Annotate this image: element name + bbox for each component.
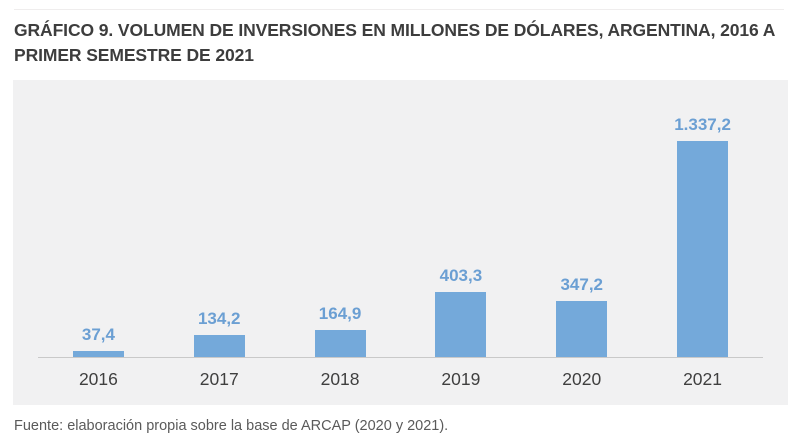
x-tick-2018: 2018 — [320, 368, 360, 389]
bar-column-2020: 347,2 — [521, 80, 642, 357]
x-tick-2016: 2016 — [78, 368, 118, 389]
bar-value-label: 403,3 — [439, 265, 483, 285]
bar-2019 — [435, 291, 487, 357]
chart-panel: 37,4 134,2 164,9 403,3 347,2 1.337,2 201… — [13, 79, 788, 405]
source-note: Fuente: elaboración propia sobre la base… — [14, 417, 449, 434]
x-tick-2019: 2019 — [441, 368, 481, 389]
bar-value-label: 37,4 — [81, 324, 115, 344]
bar-2016 — [72, 350, 124, 357]
x-tick-2017: 2017 — [199, 368, 239, 389]
bar-2017 — [193, 335, 245, 357]
bar-2021 — [677, 140, 729, 357]
bar-value-label: 347,2 — [560, 274, 603, 294]
bar-column-2018: 164,9 — [280, 80, 401, 357]
top-divider — [14, 9, 784, 10]
x-axis-labels: 2016 2017 2018 2019 2020 2021 — [38, 358, 763, 390]
bar-column-2021: 1.337,2 — [642, 80, 763, 357]
bar-2020 — [556, 300, 608, 357]
x-tick-2021: 2021 — [683, 368, 723, 389]
bar-column-2017: 134,2 — [159, 80, 280, 357]
bar-2018 — [314, 330, 366, 357]
bar-value-label: 164,9 — [318, 304, 362, 324]
x-tick-2020: 2020 — [562, 368, 602, 389]
bar-column-2016: 37,4 — [38, 80, 159, 357]
plot-area: 37,4 134,2 164,9 403,3 347,2 1.337,2 — [38, 80, 763, 358]
bar-value-label: 1.337,2 — [674, 114, 731, 134]
bar-value-label: 134,2 — [197, 309, 241, 328]
chart-title: GRÁFICO 9. VOLUMEN DE INVERSIONES EN MIL… — [14, 20, 775, 65]
bar-column-2019: 403,3 — [400, 80, 521, 357]
